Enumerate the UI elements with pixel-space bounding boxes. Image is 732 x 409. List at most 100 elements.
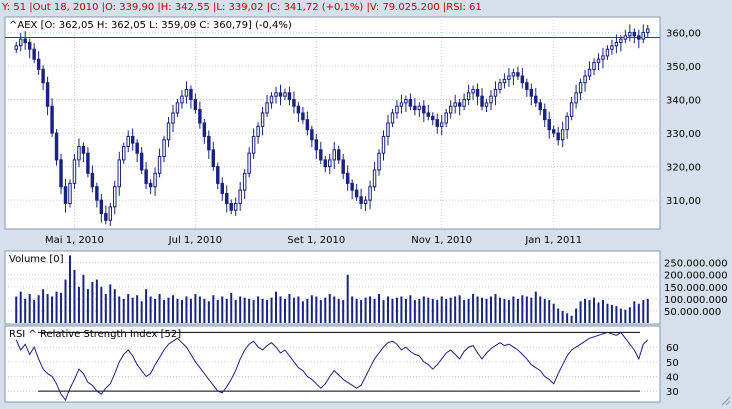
- price-candle: [457, 98, 462, 116]
- volume-bar: [140, 301, 143, 323]
- price-candle: [319, 141, 323, 164]
- price-candle: [216, 162, 220, 190]
- price-candle: [547, 111, 551, 139]
- price-candle: [59, 153, 63, 195]
- volume-bar: [530, 297, 533, 323]
- volume-bar: [579, 301, 582, 323]
- volume-bar: [404, 298, 407, 323]
- volume-bar: [324, 297, 327, 323]
- volume-bar: [77, 286, 80, 323]
- price-y-tick: 360,00: [666, 28, 701, 39]
- price-x-tick: Set 1, 2010: [287, 235, 345, 246]
- price-candle: [345, 165, 350, 191]
- volume-bar: [207, 301, 210, 323]
- volume-bar: [557, 308, 560, 323]
- price-candle: [166, 116, 171, 148]
- price-candle: [587, 61, 592, 81]
- price-candle: [247, 147, 251, 178]
- volume-bar: [507, 300, 510, 323]
- volume-bar: [458, 295, 461, 323]
- volume-bar: [476, 296, 479, 323]
- volume-bar: [445, 298, 448, 323]
- volume-y-tick: 200.000.000: [664, 271, 728, 282]
- volume-bar: [315, 296, 318, 323]
- volume-y-tick: 250.000.000: [664, 259, 728, 270]
- price-candle: [390, 108, 395, 128]
- volume-bar: [360, 300, 363, 323]
- price-candle: [198, 101, 202, 129]
- price-candle: [90, 165, 95, 193]
- volume-bar: [619, 308, 622, 323]
- price-candle: [444, 108, 448, 128]
- volume-bar: [467, 298, 470, 323]
- price-candle: [283, 88, 287, 101]
- price-candle: [511, 68, 516, 86]
- volume-bar: [73, 269, 76, 323]
- volume-bar: [337, 298, 340, 323]
- volume-bar: [37, 295, 40, 323]
- price-candle: [583, 69, 587, 92]
- volume-bar: [351, 296, 354, 323]
- volume-bar: [301, 301, 304, 323]
- volume-bar: [628, 307, 631, 323]
- price-candle: [462, 93, 466, 111]
- price-candle: [72, 153, 77, 190]
- rsi-y-tick: 50: [666, 358, 679, 369]
- volume-bar: [431, 298, 434, 323]
- price-candle: [529, 83, 534, 106]
- price-candle: [68, 179, 72, 208]
- price-candle: [422, 100, 426, 122]
- price-candle: [525, 78, 529, 97]
- price-candle: [471, 85, 475, 101]
- price-candle: [596, 53, 601, 70]
- price-candle: [646, 25, 650, 39]
- price-candle: [175, 98, 180, 117]
- volume-bar: [646, 298, 649, 323]
- volume-bar: [378, 294, 381, 323]
- volume-bar: [180, 300, 183, 323]
- volume-bar: [454, 296, 457, 323]
- price-candle: [395, 100, 399, 119]
- volume-bar: [373, 298, 376, 323]
- price-candle: [493, 81, 498, 106]
- price-candle: [211, 141, 216, 171]
- price-candle: [104, 205, 108, 225]
- price-candle: [368, 180, 372, 210]
- price-candle: [220, 177, 224, 201]
- price-candle: [641, 24, 646, 44]
- price-candle: [122, 142, 126, 164]
- volume-bar: [306, 298, 309, 323]
- price-candle: [628, 24, 632, 42]
- price-x-tick: Jan 1, 2011: [524, 235, 582, 246]
- price-candle: [86, 147, 90, 178]
- volume-bar: [189, 298, 192, 323]
- price-candle: [95, 182, 99, 208]
- price-candle: [242, 169, 247, 200]
- resize-grip-icon[interactable]: [721, 396, 731, 406]
- volume-bar: [122, 298, 125, 323]
- volume-bar: [51, 296, 54, 323]
- volume-bar: [498, 297, 501, 323]
- volume-bar: [100, 286, 103, 323]
- price-candle: [77, 138, 81, 168]
- price-y-tick: 340,00: [666, 96, 701, 107]
- rsi-y-tick: 30: [666, 387, 679, 398]
- price-candle: [534, 88, 538, 107]
- price-candle: [153, 167, 157, 196]
- rsi-legend: RSI ^ Relative Strength Index [52]: [9, 329, 181, 340]
- volume-bar: [176, 298, 179, 323]
- price-x-tick: Jul 1, 2010: [168, 235, 222, 246]
- price-candle: [623, 29, 628, 44]
- price-candle: [359, 188, 363, 210]
- volume-bar: [485, 298, 488, 323]
- price-candle: [233, 197, 238, 216]
- price-candle: [265, 94, 269, 117]
- price-candle: [180, 90, 184, 109]
- volume-bar: [382, 300, 385, 323]
- price-y-tick: 350,00: [666, 62, 701, 73]
- volume-bar: [328, 294, 331, 323]
- price-candle: [466, 84, 471, 106]
- price-candle: [41, 65, 45, 91]
- volume-bar: [413, 300, 416, 323]
- price-candle: [601, 47, 605, 69]
